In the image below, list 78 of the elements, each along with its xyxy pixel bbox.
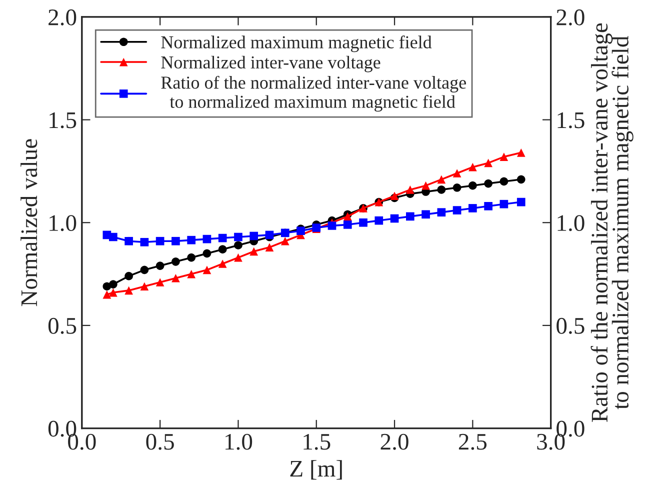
point <box>172 258 180 266</box>
point <box>516 198 526 206</box>
point <box>500 200 508 208</box>
point <box>422 210 430 219</box>
y2-tick-label: 0.5 <box>556 318 584 334</box>
point <box>202 266 212 274</box>
point <box>516 148 526 157</box>
point <box>140 238 149 246</box>
point <box>218 245 227 254</box>
point <box>250 232 258 240</box>
point <box>437 175 446 184</box>
point <box>102 290 112 299</box>
point <box>234 253 242 262</box>
x-tick-label: 2.5 <box>458 434 487 450</box>
point <box>109 280 118 288</box>
point <box>500 152 508 161</box>
point <box>140 282 149 291</box>
point <box>156 278 164 286</box>
point <box>437 208 446 216</box>
y-tick-label: 2.0 <box>48 9 76 26</box>
point <box>109 288 118 297</box>
point <box>172 236 180 246</box>
point <box>468 162 477 172</box>
point <box>187 253 196 262</box>
point <box>437 186 446 194</box>
x-tick-label: 1.5 <box>304 434 330 450</box>
y2-tick-label: 1.0 <box>558 215 584 232</box>
point <box>265 243 274 252</box>
point <box>484 202 492 210</box>
x-axis-title: Z [m] <box>290 460 342 480</box>
point <box>202 234 212 244</box>
legend-label: Normalized maximum magnetic field <box>161 35 432 52</box>
point <box>484 158 492 168</box>
point <box>452 206 462 214</box>
point <box>484 179 492 188</box>
x-tick-label: 1.0 <box>226 434 252 450</box>
point <box>468 181 477 190</box>
point <box>202 249 212 258</box>
point <box>234 241 242 250</box>
point <box>124 236 133 246</box>
point <box>452 183 462 192</box>
point <box>500 177 508 186</box>
point <box>328 222 336 230</box>
legend-label: Normalized inter-vane voltage <box>161 56 380 72</box>
y2-tick-label: 1.5 <box>558 112 584 128</box>
point <box>406 212 414 221</box>
y2-tick-label: 2.0 <box>556 9 584 26</box>
point <box>516 175 526 184</box>
point <box>124 272 133 280</box>
point <box>280 236 290 246</box>
point <box>124 286 133 295</box>
y2-axis-title: Ratio of the normalized inter-vane voltage to normalized maximum magnetic field <box>590 23 634 422</box>
point <box>140 266 149 274</box>
point <box>218 260 227 268</box>
y-tick-label: 1.5 <box>50 112 76 128</box>
point <box>172 274 180 282</box>
point <box>374 216 384 225</box>
point <box>452 169 462 178</box>
y-axis-title: Normalized value <box>20 139 38 306</box>
point <box>187 270 196 278</box>
legend-label: Ratio of the normalized inter-vane voltage to normalized maximum magnetic field <box>161 76 466 112</box>
point <box>406 186 414 194</box>
y-tick-label: 0.5 <box>48 318 76 334</box>
point <box>234 232 242 242</box>
point <box>156 236 164 246</box>
point <box>359 218 368 227</box>
point <box>156 262 164 270</box>
y-tick-label: 1.0 <box>50 215 76 232</box>
point <box>218 234 227 242</box>
x-tick-label: 0.5 <box>146 434 174 450</box>
point <box>343 220 352 229</box>
point <box>187 236 196 244</box>
point <box>390 214 399 223</box>
x-tick-label: 2.0 <box>380 434 408 450</box>
point <box>250 247 258 256</box>
point <box>109 232 118 242</box>
point <box>468 204 477 212</box>
point <box>422 181 430 190</box>
